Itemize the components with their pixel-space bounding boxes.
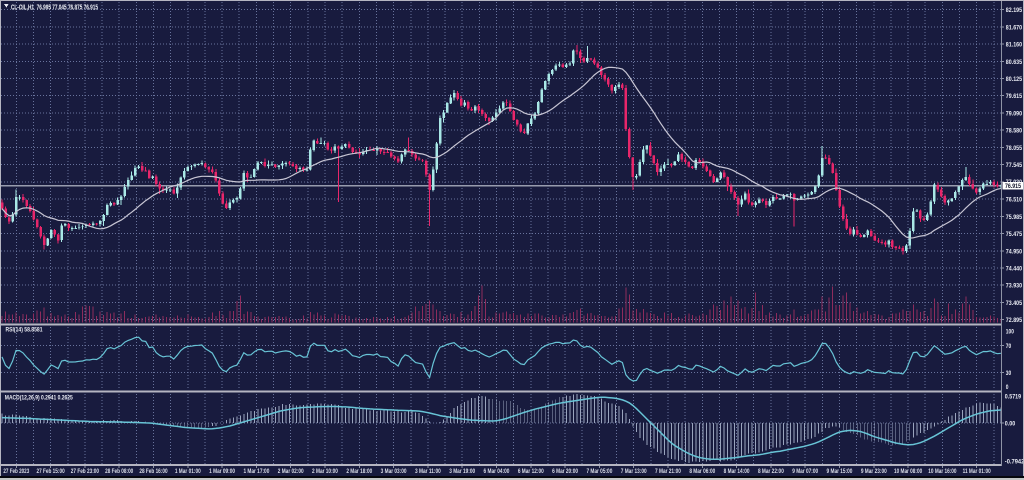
svg-text:78.580: 78.580 <box>1006 128 1022 135</box>
svg-text:9 Mar 07:00: 9 Mar 07:00 <box>792 468 818 475</box>
svg-text:79.090: 79.090 <box>1006 111 1022 118</box>
svg-text:6 Mar 12:00: 6 Mar 12:00 <box>518 468 544 475</box>
svg-text:1 Mar 09:00: 1 Mar 09:00 <box>209 468 235 475</box>
svg-text:79.615: 79.615 <box>1006 93 1022 100</box>
svg-text:3 Mar 19:00: 3 Mar 19:00 <box>449 468 475 475</box>
svg-text:8 Mar 14:00: 8 Mar 14:00 <box>724 468 750 475</box>
svg-text:1 Mar 17:00: 1 Mar 17:00 <box>243 468 269 475</box>
svg-text:6 Mar 04:00: 6 Mar 04:00 <box>484 468 510 475</box>
svg-text:74.440: 74.440 <box>1006 266 1022 273</box>
svg-text:6 Mar 20:00: 6 Mar 20:00 <box>552 468 578 475</box>
svg-text:28 Feb 08:00: 28 Feb 08:00 <box>105 468 133 475</box>
svg-text:8 Mar 22:00: 8 Mar 22:00 <box>758 468 784 475</box>
svg-text:8 Mar 06:00: 8 Mar 06:00 <box>689 468 715 475</box>
svg-text:11 Mar 01:00: 11 Mar 01:00 <box>963 468 991 475</box>
svg-text:73.405: 73.405 <box>1006 300 1022 307</box>
svg-text:80.125: 80.125 <box>1006 76 1022 83</box>
svg-text:RSI(14) 58.8581: RSI(14) 58.8581 <box>6 327 43 334</box>
svg-text:81.670: 81.670 <box>1006 24 1022 31</box>
svg-text:1 Mar 01:00: 1 Mar 01:00 <box>175 468 201 475</box>
svg-text:2 Mar 02:00: 2 Mar 02:00 <box>278 468 304 475</box>
svg-text:77.545: 77.545 <box>1006 162 1022 169</box>
svg-text:75.985: 75.985 <box>1006 214 1022 221</box>
svg-text:2 Mar 10:00: 2 Mar 10:00 <box>312 468 338 475</box>
svg-text:7 Mar 13:00: 7 Mar 13:00 <box>621 468 647 475</box>
svg-text:74.950: 74.950 <box>1006 249 1022 256</box>
svg-text:27 Feb 23:00: 27 Feb 23:00 <box>71 468 99 475</box>
svg-text:9 Mar 15:00: 9 Mar 15:00 <box>827 468 853 475</box>
svg-text:76.510: 76.510 <box>1006 197 1022 204</box>
svg-text:27 Feb 15:00: 27 Feb 15:00 <box>37 468 65 475</box>
svg-text:0.5719: 0.5719 <box>1005 393 1021 400</box>
svg-text:76.915: 76.915 <box>1005 183 1021 190</box>
svg-text:82.195: 82.195 <box>1006 7 1022 14</box>
svg-text:72.895: 72.895 <box>1006 317 1022 324</box>
svg-text:78.055: 78.055 <box>1006 145 1022 152</box>
svg-text:3 Mar 03:00: 3 Mar 03:00 <box>381 468 407 475</box>
svg-text:10 Mar 08:00: 10 Mar 08:00 <box>894 468 922 475</box>
svg-text:9 Mar 23:00: 9 Mar 23:00 <box>861 468 887 475</box>
svg-text:-0.7942: -0.7942 <box>1005 459 1024 466</box>
svg-text:7 Mar 05:00: 7 Mar 05:00 <box>586 468 612 475</box>
svg-text:73.930: 73.930 <box>1006 283 1022 290</box>
svg-text:MACD(12,26,9) 0.2941 0.2625: MACD(12,26,9) 0.2941 0.2625 <box>5 395 73 402</box>
svg-text:7 Mar 21:00: 7 Mar 21:00 <box>655 468 681 475</box>
svg-text:75.475: 75.475 <box>1006 231 1022 238</box>
svg-text:CL-OIL,H1 76.995 77.045 76.87: CL-OIL,H1 76.995 77.045 76.875 76.915 <box>11 4 98 11</box>
svg-text:27 Feb 2023: 27 Feb 2023 <box>3 468 29 475</box>
svg-text:0: 0 <box>1006 384 1009 391</box>
svg-text:2 Mar 18:00: 2 Mar 18:00 <box>346 468 372 475</box>
svg-text:81.160: 81.160 <box>1006 41 1022 48</box>
svg-text:100: 100 <box>1006 328 1014 335</box>
svg-text:10 Mar 16:00: 10 Mar 16:00 <box>928 468 956 475</box>
svg-text:70: 70 <box>1006 343 1012 350</box>
svg-text:3 Mar 11:00: 3 Mar 11:00 <box>415 468 441 475</box>
svg-text:30: 30 <box>1006 370 1012 377</box>
svg-text:0.00: 0.00 <box>1005 420 1016 427</box>
svg-text:28 Feb 16:00: 28 Feb 16:00 <box>139 468 167 475</box>
svg-text:80.635: 80.635 <box>1006 59 1022 66</box>
